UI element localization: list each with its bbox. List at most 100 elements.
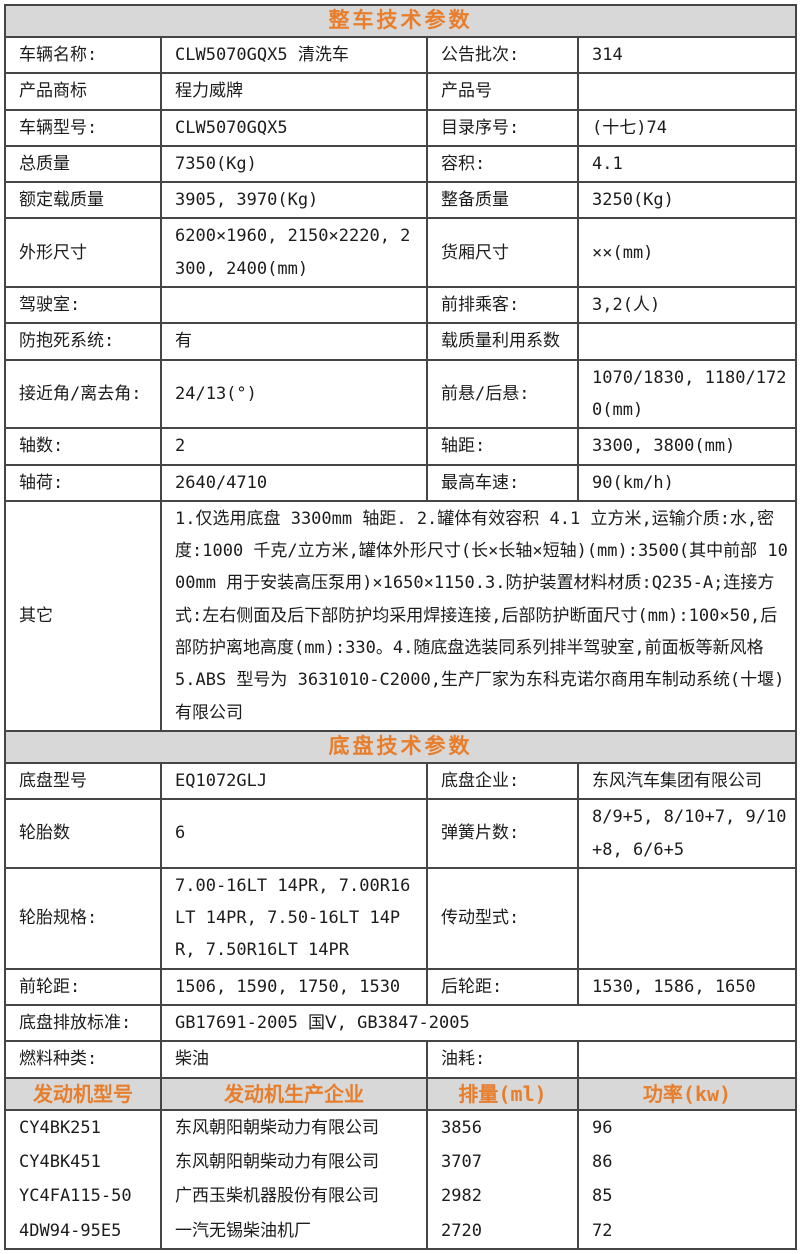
other-notes-value: 1.仅选用底盘 3300mm 轴距. 2.罐体有效容积 4.1 立方米,运输介质… bbox=[160, 499, 797, 732]
engine-power: 96 bbox=[577, 1109, 797, 1145]
param-label: 容积: bbox=[426, 144, 579, 184]
engine-displacement: 2720 bbox=[426, 1213, 579, 1249]
param-label: 外形尺寸 bbox=[4, 217, 162, 289]
emission-value: GB17691-2005 国Ⅴ, GB3847-2005 bbox=[160, 1004, 797, 1043]
engine-row: YC4FA115-50 广西玉柴机器股份有限公司 2982 85 bbox=[4, 1179, 797, 1214]
engine-power: 85 bbox=[577, 1179, 797, 1214]
engine-col-header-displacement: 排量(ml) bbox=[426, 1076, 579, 1111]
param-label: 前悬/后悬: bbox=[426, 358, 579, 430]
param-label: 传动型式: bbox=[426, 866, 579, 970]
param-value: 24/13(°) bbox=[160, 358, 428, 430]
param-value: 3300, 3800(mm) bbox=[577, 427, 797, 466]
param-label: 总质量 bbox=[4, 144, 162, 184]
param-value: 东风汽车集团有限公司 bbox=[577, 761, 797, 801]
engine-manufacturer: 广西玉柴机器股份有限公司 bbox=[160, 1179, 428, 1214]
param-value: 6 bbox=[160, 798, 428, 869]
engine-displacement: 2982 bbox=[426, 1179, 579, 1214]
param-value: 7.00-16LT 14PR, 7.00R16LT 14PR, 7.50-16L… bbox=[160, 866, 428, 970]
engine-manufacturer: 东风朝阳朝柴动力有限公司 bbox=[160, 1144, 428, 1180]
engine-col-header-manufacturer: 发动机生产企业 bbox=[160, 1076, 428, 1111]
param-label: 前排乘客: bbox=[426, 286, 579, 325]
table-row: 额定载质量 3905, 3970(Kg) 整备质量 3250(Kg) bbox=[4, 181, 797, 220]
param-label: 接近角/离去角: bbox=[4, 358, 162, 430]
param-label: 公告批次: bbox=[426, 35, 579, 75]
table-row-emission: 底盘排放标准: GB17691-2005 国Ⅴ, GB3847-2005 bbox=[4, 1004, 797, 1043]
table-row: 车辆型号: CLW5070GQX5 目录序号: (十七)74 bbox=[4, 108, 797, 147]
param-label: 底盘排放标准: bbox=[4, 1004, 162, 1043]
table-row: 轴数: 2 轴距: 3300, 3800(mm) bbox=[4, 427, 797, 466]
param-value: 3,2(人) bbox=[577, 286, 797, 325]
param-label: 前轮距: bbox=[4, 967, 162, 1007]
table-row: 轴荷: 2640/4710 最高车速: 90(km/h) bbox=[4, 463, 797, 502]
param-value: 有 bbox=[160, 322, 428, 361]
param-value: 程力威牌 bbox=[160, 72, 428, 111]
engine-power: 86 bbox=[577, 1144, 797, 1180]
engine-power: 72 bbox=[577, 1213, 797, 1249]
param-value: CLW5070GQX5 bbox=[160, 108, 428, 147]
param-label: 产品号 bbox=[426, 72, 579, 111]
param-value: 1506, 1590, 1750, 1530 bbox=[160, 967, 428, 1007]
param-label: 弹簧片数: bbox=[426, 798, 579, 869]
engine-col-header-power: 功率(kw) bbox=[577, 1076, 797, 1111]
param-label: 防抱死系统: bbox=[4, 322, 162, 361]
param-value: 8/9+5, 8/10+7, 9/10+8, 6/6+5 bbox=[577, 798, 797, 869]
engine-row: 4DW94-95E5 一汽无锡柴油机厂 2720 72 bbox=[4, 1213, 797, 1249]
section-title-vehicle: 整车技术参数 bbox=[4, 4, 797, 38]
table-row: 轮胎数 6 弹簧片数: 8/9+5, 8/10+7, 9/10+8, 6/6+5 bbox=[4, 798, 797, 869]
table-row: 轮胎规格: 7.00-16LT 14PR, 7.00R16LT 14PR, 7.… bbox=[4, 866, 797, 970]
param-value: 314 bbox=[577, 35, 797, 75]
param-value: ××(mm) bbox=[577, 217, 797, 289]
param-value: 2 bbox=[160, 427, 428, 466]
param-label: 轴数: bbox=[4, 427, 162, 466]
param-value: EQ1072GLJ bbox=[160, 761, 428, 801]
engine-model: 4DW94-95E5 bbox=[4, 1213, 162, 1249]
param-label: 底盘企业: bbox=[426, 761, 579, 801]
param-value: 3905, 3970(Kg) bbox=[160, 181, 428, 220]
param-label: 额定载质量 bbox=[4, 181, 162, 220]
section-header-vehicle: 整车技术参数 bbox=[4, 4, 797, 38]
table-row: 前轮距: 1506, 1590, 1750, 1530 后轮距: 1530, 1… bbox=[4, 967, 797, 1007]
param-value: 柴油 bbox=[160, 1040, 428, 1079]
table-row: 接近角/离去角: 24/13(°) 前悬/后悬: 1070/1830, 1180… bbox=[4, 358, 797, 430]
table-row: 外形尺寸 6200×1960, 2150×2220, 2300, 2400(mm… bbox=[4, 217, 797, 289]
param-value bbox=[577, 72, 797, 111]
engine-col-header-model: 发动机型号 bbox=[4, 1076, 162, 1111]
param-value bbox=[577, 322, 797, 361]
param-label: 其它 bbox=[4, 499, 162, 732]
engine-displacement: 3707 bbox=[426, 1144, 579, 1180]
engine-manufacturer: 一汽无锡柴油机厂 bbox=[160, 1213, 428, 1249]
param-value bbox=[577, 866, 797, 970]
table-row: 总质量 7350(Kg) 容积: 4.1 bbox=[4, 144, 797, 184]
engine-row: CY4BK451 东风朝阳朝柴动力有限公司 3707 86 bbox=[4, 1144, 797, 1180]
engine-manufacturer: 东风朝阳朝柴动力有限公司 bbox=[160, 1109, 428, 1145]
param-value bbox=[577, 1040, 797, 1079]
param-label: 货厢尺寸 bbox=[426, 217, 579, 289]
table-row-other-notes: 其它 1.仅选用底盘 3300mm 轴距. 2.罐体有效容积 4.1 立方米,运… bbox=[4, 499, 797, 732]
engine-model: CY4BK451 bbox=[4, 1144, 162, 1180]
param-label: 轮胎数 bbox=[4, 798, 162, 869]
engine-displacement: 3856 bbox=[426, 1109, 579, 1145]
engine-header-row: 发动机型号 发动机生产企业 排量(ml) 功率(kw) bbox=[4, 1076, 797, 1111]
engine-row: CY4BK251 东风朝阳朝柴动力有限公司 3856 96 bbox=[4, 1109, 797, 1145]
param-label: 轮胎规格: bbox=[4, 866, 162, 970]
param-label: 轴荷: bbox=[4, 463, 162, 502]
section-header-chassis: 底盘技术参数 bbox=[4, 729, 797, 764]
table-row: 底盘型号 EQ1072GLJ 底盘企业: 东风汽车集团有限公司 bbox=[4, 761, 797, 801]
param-value: 6200×1960, 2150×2220, 2300, 2400(mm) bbox=[160, 217, 428, 289]
param-label: 车辆名称: bbox=[4, 35, 162, 75]
table-row: 产品商标 程力威牌 产品号 bbox=[4, 72, 797, 111]
param-value: 4.1 bbox=[577, 144, 797, 184]
param-value: (十七)74 bbox=[577, 108, 797, 147]
param-value: 2640/4710 bbox=[160, 463, 428, 502]
param-value: 90(km/h) bbox=[577, 463, 797, 502]
param-label: 载质量利用系数 bbox=[426, 322, 579, 361]
param-label: 燃料种类: bbox=[4, 1040, 162, 1079]
param-value: 1070/1830, 1180/1720(mm) bbox=[577, 358, 797, 430]
spec-table: 整车技术参数 车辆名称: CLW5070GQX5 清洗车 公告批次: 314 产… bbox=[4, 4, 797, 1250]
param-label: 底盘型号 bbox=[4, 761, 162, 801]
param-label: 车辆型号: bbox=[4, 108, 162, 147]
param-label: 产品商标 bbox=[4, 72, 162, 111]
param-value: CLW5070GQX5 清洗车 bbox=[160, 35, 428, 75]
param-value bbox=[160, 286, 428, 325]
